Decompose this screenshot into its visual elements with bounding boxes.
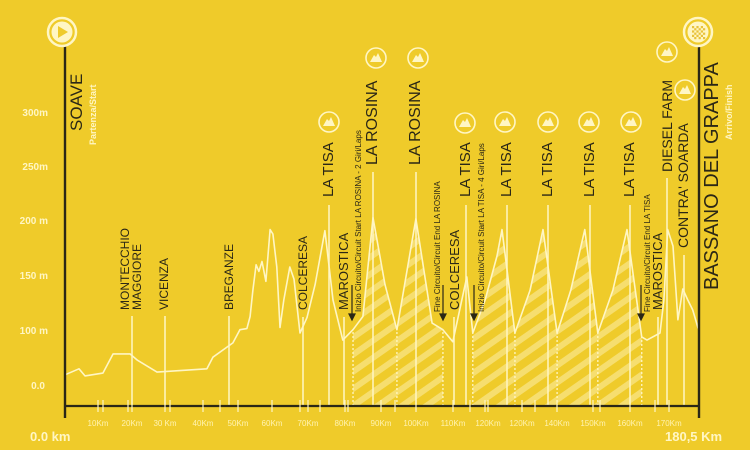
lap-boundaries — [352, 329, 643, 406]
mountain-icon — [494, 111, 516, 133]
label-la-rosina: LA ROSINA — [407, 80, 424, 165]
finish-subtitle: Arrivo/Finish — [724, 84, 734, 140]
label-la-tisa: LA TISA — [581, 142, 598, 197]
label-rosina-circuit-start: Inizio Circuito/Circuit Start LA ROSINA … — [354, 130, 363, 312]
y-tick-label: 300m — [22, 108, 48, 119]
mountain-icon — [674, 79, 696, 101]
x-tick-label: 10Km — [87, 419, 109, 428]
mountain-icon — [578, 111, 600, 133]
x-tick-label: 40Km — [192, 419, 214, 428]
label-marostica: MAROSTICA — [650, 232, 665, 310]
label-diesel-farm: DIESEL FARM — [659, 79, 675, 172]
x-tick-label: 120Km — [475, 419, 501, 428]
label-rosina-circuit-end: Fine Circuito/Circuit End LA ROSINA — [433, 181, 442, 312]
y-tick-label: 150 m — [19, 271, 48, 282]
start-distance: 0.0 km — [30, 429, 71, 444]
x-tick-label: 90Km — [370, 419, 392, 428]
mountain-icon — [454, 112, 476, 134]
elevation-profile-line — [64, 216, 700, 377]
x-tick-label: 120Km — [509, 419, 535, 428]
x-ticks — [97, 400, 670, 412]
label-marostica: MAROSTICA — [336, 232, 351, 310]
checkered-flag-icon — [682, 16, 714, 48]
y-tick-label: 100 m — [19, 326, 48, 337]
label-colceresa: COLCERESA — [296, 235, 310, 310]
label-tisa-circuit-start: Inizio Circuito/Circuit Start LA TISA - … — [477, 143, 486, 312]
label-la-tisa: LA TISA — [457, 142, 474, 197]
label-la-tisa: LA TISA — [621, 142, 638, 197]
mountain-icon — [318, 111, 340, 133]
mountain-icon — [537, 111, 559, 133]
x-tick-label: 70Km — [297, 419, 319, 428]
mountain-icon — [407, 47, 429, 69]
x-tick-label: 150Km — [580, 419, 606, 428]
x-tick-label: 60Km — [261, 419, 283, 428]
start-name: SOAVE — [67, 73, 86, 131]
y-tick-label: 250m — [22, 162, 48, 173]
x-tick-label: 110Km — [440, 419, 466, 428]
mountain-icon — [365, 47, 387, 69]
mountain-icon — [656, 41, 678, 63]
circuit-arrows — [348, 285, 645, 322]
x-tick-label: 140Km — [544, 419, 570, 428]
start-subtitle: Partenza/Start — [88, 84, 98, 145]
label-vicenza: VICENZA — [157, 257, 171, 310]
finish-distance: 180,5 Km — [665, 429, 723, 444]
label-montecchio-maggiore: MONTECCHIO MAGGIORE — [118, 228, 144, 310]
label-line: MAGGIORE — [130, 243, 144, 310]
label-la-tisa: LA TISA — [320, 142, 337, 197]
y-tick-label: 0.0 — [31, 381, 45, 392]
x-tick-label: 80Km — [334, 419, 356, 428]
finish-name: BASSANO DEL GRAPPA — [701, 62, 723, 290]
play-icon — [46, 16, 78, 48]
mountain-icon — [620, 111, 642, 133]
label-colceresa: COLCERESA — [447, 229, 462, 310]
label-breganze: BREGANZE — [222, 243, 236, 310]
label-la-tisa: LA TISA — [498, 142, 515, 197]
label-la-rosina: LA ROSINA — [364, 80, 381, 165]
x-tick-label: 20Km — [121, 419, 143, 428]
x-tick-label: 50Km — [227, 419, 249, 428]
x-tick-label: 30 Km — [153, 419, 177, 428]
waypoint-lines — [131, 172, 685, 406]
label-la-tisa: LA TISA — [539, 142, 556, 197]
x-tick-label: 160Km — [617, 419, 643, 428]
x-tick-label: 170Km — [656, 419, 682, 428]
label-contra-soarda: CONTRA' SOARDA — [675, 123, 691, 248]
y-tick-label: 200 m — [19, 216, 48, 227]
x-tick-label: 100Km — [403, 419, 429, 428]
